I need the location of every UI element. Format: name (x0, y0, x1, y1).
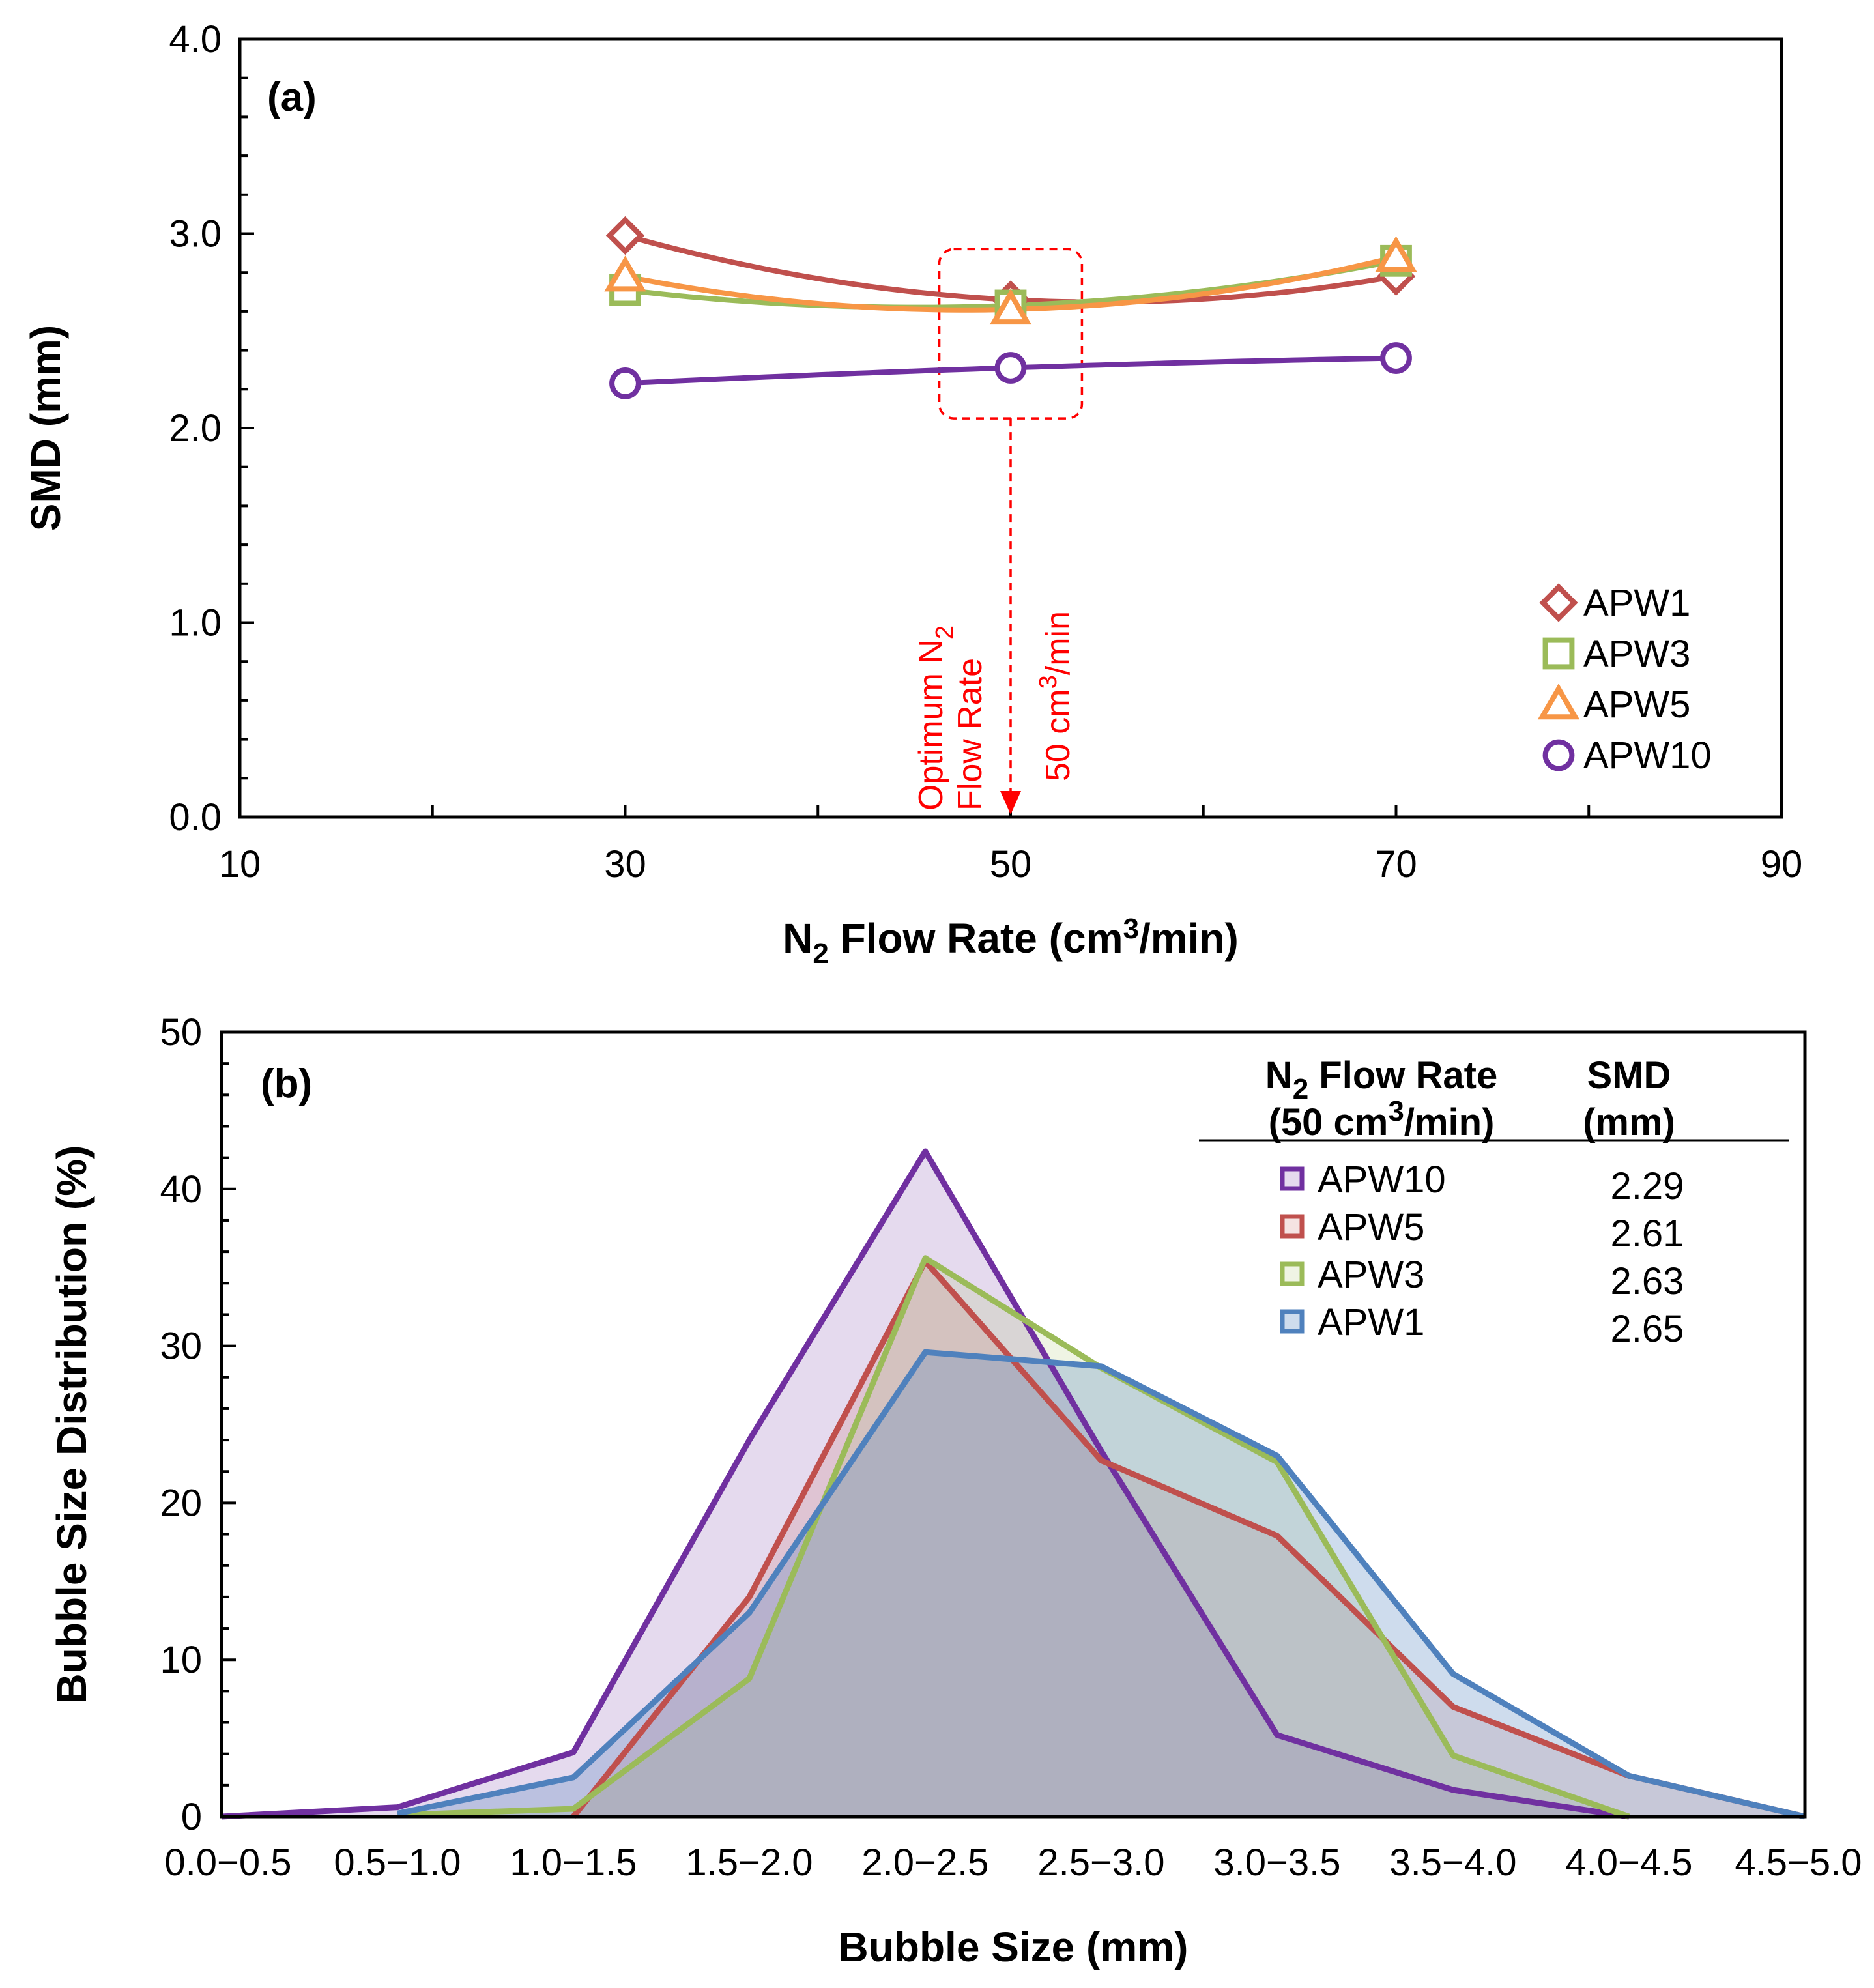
x-tick-label: 0.5−1.0 (334, 1841, 461, 1884)
legend-marker-apw3 (1542, 637, 1575, 670)
panel-b-tick-marks (222, 1031, 236, 1818)
panel-a-plot-frame (238, 37, 1783, 819)
legend-swatch-apw10 (1280, 1166, 1305, 1191)
panel-a-label: (a) (267, 75, 317, 120)
optimum-region-box (938, 248, 1084, 420)
panel-a-x-axis-title: N2 Flow Rate (cm3/min) (783, 913, 1239, 970)
series-line-apw5 (571, 1258, 1806, 1820)
optimum-label-line1: Optimum N2 (912, 626, 959, 811)
panel-b-area-chart: 0 10 20 30 40 50 0.0−0.5 0.5−1.0 1.0−1.5 1.5−2.0… (48, 1011, 1862, 1970)
y-tick-label: 0.0 (169, 796, 222, 839)
legend-header-smd: SMD (1587, 1054, 1671, 1097)
legend-label-apw5: APW5 (1583, 684, 1690, 726)
panel-a-y-tick-labels: 0.0 1.0 2.0 3.0 4.0 (169, 18, 222, 839)
x-tick-label: 70 (1375, 843, 1417, 886)
legend-label-apw10: APW10 (1318, 1159, 1446, 1201)
y-tick-label: 2.0 (169, 407, 222, 450)
y-tick-label: 4.0 (169, 18, 222, 61)
x-tick-label: 0.0−0.5 (164, 1841, 291, 1884)
panel-a-series (604, 216, 1417, 399)
data-point-apw5 (1375, 236, 1417, 272)
area-fill-apw3 (397, 1258, 1629, 1817)
optimum-arrow-head (1000, 791, 1021, 814)
legend-label-apw5: APW5 (1318, 1206, 1424, 1248)
optimum-annotation: Optimum N2 Flow Rate 50 cm3/min (912, 248, 1084, 814)
x-tick-label: 90 (1761, 843, 1803, 886)
legend-label-apw1: APW1 (1318, 1301, 1424, 1344)
data-point-apw1 (605, 216, 645, 255)
area-fill-apw5 (573, 1261, 1805, 1817)
x-tick-label: 50 (990, 843, 1032, 886)
panel-b-area-fills (222, 1151, 1805, 1817)
panel-b-series-lines (221, 1148, 1806, 1820)
panel-a-legend: APW1 APW3 APW5 APW10 (1537, 582, 1712, 777)
y-tick-label: 20 (160, 1482, 202, 1524)
legend-swatch-apw1 (1280, 1309, 1305, 1334)
legend-rows: APW10 2.29 APW5 2.61 APW3 2.63 APW1 2.65 (1280, 1159, 1684, 1350)
panel-b-y-axis-title: Bubble Size Distribution (%) (48, 1145, 95, 1704)
legend-label-apw3: APW3 (1583, 633, 1690, 675)
legend-label-apw10: APW10 (1583, 734, 1712, 777)
panel-b-plot-frame (220, 1030, 1807, 1819)
legend-smd-apw5: 2.61 (1611, 1213, 1684, 1255)
data-point-apw10 (1380, 342, 1412, 374)
y-tick-label: 30 (160, 1325, 202, 1368)
legend-smd-apw1: 2.65 (1611, 1308, 1684, 1350)
panel-b-y-tick-labels: 0 10 20 30 40 50 (160, 1011, 202, 1838)
panel-b-x-axis-title: Bubble Size (mm) (839, 1923, 1189, 1970)
x-tick-label: 4.0−4.5 (1565, 1841, 1692, 1884)
optimum-label-line2: Flow Rate (951, 658, 989, 811)
x-tick-label: 1.0−1.5 (510, 1841, 637, 1884)
y-tick-label: 1.0 (169, 602, 222, 644)
legend-label-apw3: APW3 (1318, 1254, 1424, 1296)
x-tick-label: 2.0−2.5 (861, 1841, 988, 1884)
data-point-apw5 (604, 255, 646, 292)
optimum-value-label: 50 cm3/min (1035, 611, 1077, 781)
series-line-apw3 (397, 1255, 1630, 1820)
area-fill-apw10 (222, 1151, 1629, 1817)
legend-label-apw1: APW1 (1583, 582, 1690, 624)
area-fill-apw1 (397, 1352, 1805, 1817)
panel-b-legend-table: N2 Flow Rate (50 cm3/min) SMD (mm) APW10… (1199, 1054, 1789, 1350)
panel-a-line-chart: 0.0 1.0 2.0 3.0 4.0 10 30 50 70 90 Optimum N2 Fl… (22, 18, 1802, 970)
series-line-apw10 (221, 1148, 1630, 1820)
legend-marker-apw1 (1539, 583, 1578, 622)
series-line-apw1 (397, 1349, 1806, 1820)
panel-b-label: (b) (261, 1061, 312, 1106)
data-point-apw5 (989, 288, 1032, 325)
legend-smd-apw3: 2.63 (1611, 1260, 1684, 1303)
panel-a-x-tick-labels: 10 30 50 70 90 (219, 843, 1803, 886)
x-tick-label: 10 (219, 843, 261, 886)
y-tick-label: 50 (160, 1011, 202, 1054)
x-tick-label: 3.0−3.5 (1213, 1841, 1340, 1884)
legend-marker-apw10 (1542, 739, 1575, 771)
y-tick-label: 3.0 (169, 213, 222, 255)
x-tick-label: 1.5−2.0 (685, 1841, 813, 1884)
panel-a-y-axis-title: SMD (mm) (22, 325, 69, 531)
legend-header-flow-value: (50 cm3/min) (1269, 1095, 1495, 1144)
x-tick-label: 2.5−3.0 (1037, 1841, 1164, 1884)
y-tick-label: 10 (160, 1639, 202, 1681)
legend-swatch-apw3 (1280, 1261, 1305, 1286)
data-point-apw10 (994, 352, 1027, 384)
legend-smd-apw10: 2.29 (1611, 1165, 1684, 1207)
legend-header-smd-unit: (mm) (1583, 1101, 1675, 1144)
legend-marker-apw5 (1537, 684, 1580, 720)
x-tick-label: 4.5−5.0 (1735, 1841, 1862, 1884)
y-tick-label: 0 (181, 1796, 202, 1838)
y-tick-label: 40 (160, 1168, 202, 1211)
x-tick-label: 30 (604, 843, 646, 886)
legend-swatch-apw5 (1280, 1214, 1305, 1239)
x-tick-label: 3.5−4.0 (1389, 1841, 1516, 1884)
legend-header-flow-rate: N2 Flow Rate (1265, 1054, 1497, 1105)
data-point-apw10 (609, 367, 641, 399)
panel-b-x-tick-labels: 0.0−0.5 0.5−1.0 1.0−1.5 1.5−2.0 2.0−2.5 2.5−3… (164, 1841, 1862, 1884)
